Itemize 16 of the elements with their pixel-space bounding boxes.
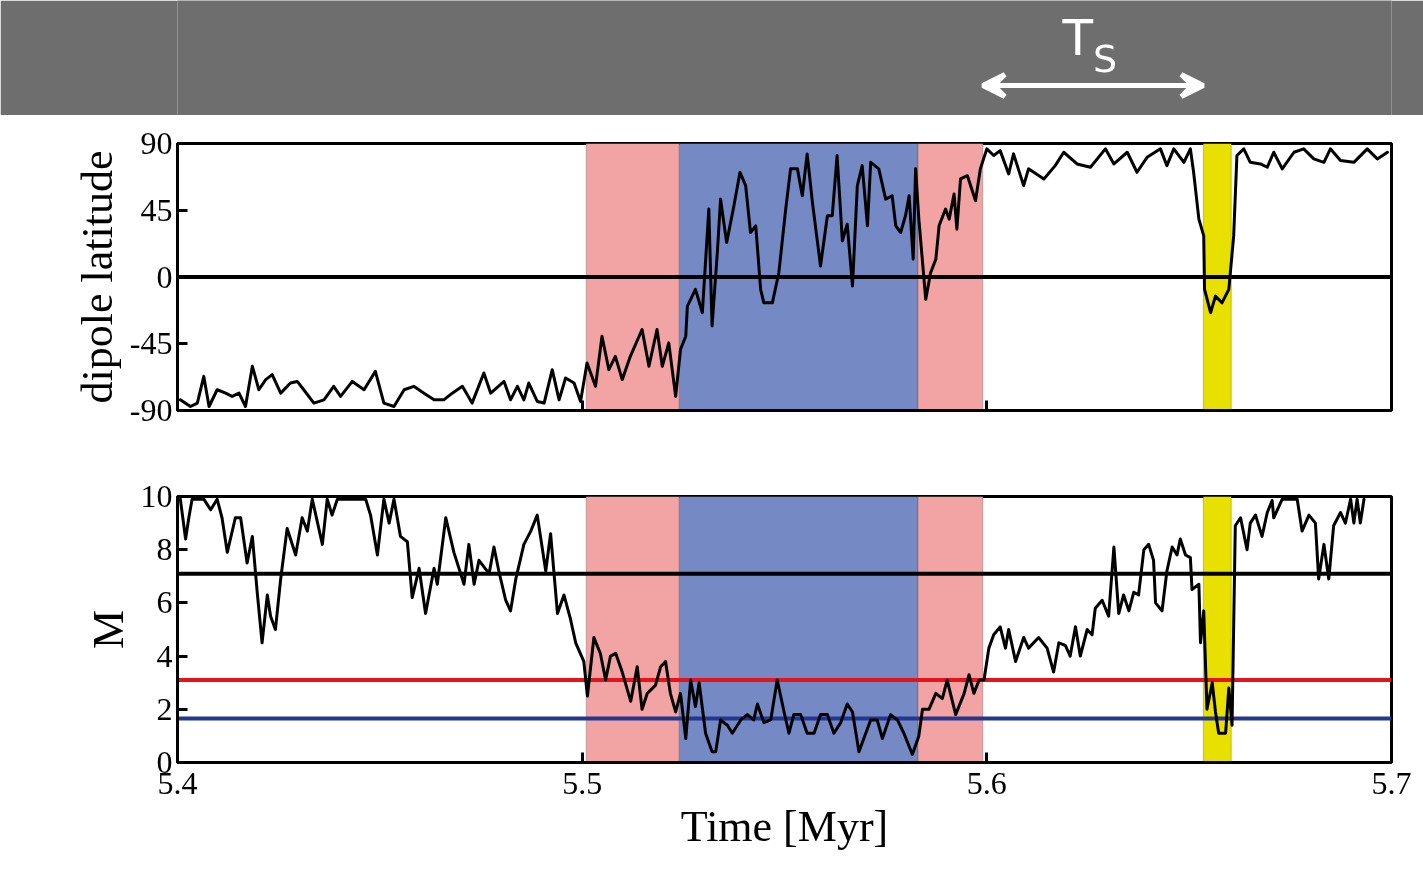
x-tick-label: 5.7 [1371,764,1412,801]
y-tick-label: 90 [140,125,173,161]
y-axis-title: dipole latitude [72,150,122,404]
y-tick-label: 6 [156,584,173,621]
y-tick-label: -45 [129,325,173,362]
y-tick-label: 0 [156,258,173,295]
y-tick-label: 10 [140,478,173,514]
x-axis-title: Time [Myr] [680,801,889,851]
y-tick-label: -90 [129,392,173,428]
y-tick-label: 4 [156,637,173,674]
y-tick-label: 8 [156,531,173,568]
x-tick-label: 5.6 [966,764,1007,801]
y-axis-title: M [83,609,133,650]
y-tick-label: 2 [156,690,173,727]
x-tick-label: 5.5 [562,764,603,801]
y-tick-label: 45 [140,191,173,228]
